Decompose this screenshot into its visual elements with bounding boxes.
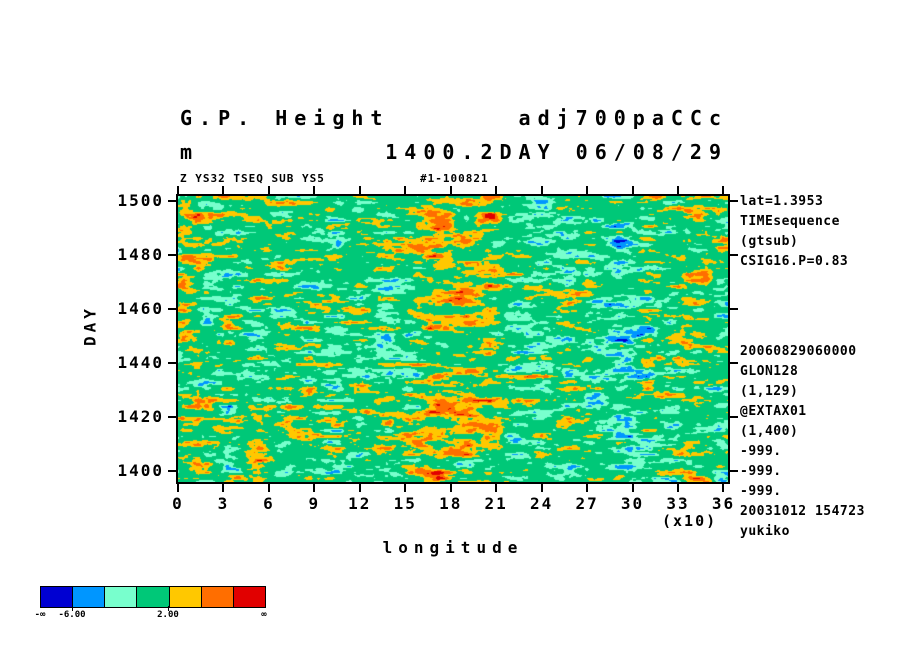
colorbar-segment <box>233 587 265 607</box>
x-tick-mark-top <box>586 186 589 194</box>
x-tick-mark-top <box>449 186 452 194</box>
x-tick-label: 24 <box>529 494 554 513</box>
x-tick-label: 15 <box>393 494 417 513</box>
x-tick-mark <box>722 484 725 492</box>
colorbar-segment <box>105 587 138 607</box>
x-tick-mark-top <box>722 186 725 194</box>
annotation-line: -999. <box>740 464 782 479</box>
x-tick-mark <box>404 484 407 492</box>
annotation-line: (1,129) <box>740 384 799 399</box>
x-tick-label: 33 <box>666 494 690 513</box>
annotation-line: @EXTAX01 <box>740 404 807 419</box>
annotation-line: 20031012 154723 <box>740 504 865 519</box>
plot-title: G.P. Height <box>180 106 390 130</box>
annotation-line: (gtsub) <box>740 234 799 249</box>
annotation-line: 20060829060000 <box>740 344 857 359</box>
x-tick-mark-top <box>177 186 179 194</box>
y-tick-mark-right <box>730 308 738 311</box>
x-tick-mark-top <box>631 186 634 194</box>
y-tick-mark <box>168 254 176 257</box>
y-tick-mark <box>168 362 176 365</box>
annotation-line: (1,400) <box>740 424 799 439</box>
x-tick-mark <box>631 484 634 492</box>
colorbar-segment <box>41 587 74 607</box>
annotation-line: -999. <box>740 444 782 459</box>
x-tick-mark-top <box>495 186 498 194</box>
x-tick-mark-top <box>222 186 225 194</box>
x-tick-label: 27 <box>575 494 599 513</box>
annotation-line: GLON128 <box>740 364 799 379</box>
annotation-line: -999. <box>740 484 782 499</box>
y-tick-mark <box>168 416 176 419</box>
x-tick-mark <box>540 484 543 492</box>
y-tick-mark <box>168 308 176 311</box>
x-tick-label: 30 <box>620 494 645 513</box>
x-tick-label: 21 <box>484 494 508 513</box>
y-tick-label: 1460 <box>117 299 164 319</box>
colorbar-label: -∞ <box>34 610 46 620</box>
colorbar <box>40 586 266 608</box>
y-tick-mark-right <box>730 470 738 473</box>
heatmap-canvas <box>178 196 728 482</box>
x-tick-label: 6 <box>263 494 275 513</box>
x-tick-mark <box>495 484 498 492</box>
meta-left: Z YS32 TSEQ SUB YS5 <box>180 172 325 185</box>
x-tick-mark <box>449 484 452 492</box>
colorbar-label: -6.00 <box>58 610 86 620</box>
x-tick-mark <box>177 484 179 492</box>
plot-frame <box>176 194 730 484</box>
x-tick-label: 0 <box>172 494 184 513</box>
x-tick-mark <box>222 484 225 492</box>
y-tick-mark <box>168 200 176 203</box>
annotation-block-1: lat=1.3953 TIMEsequence (gtsub) CSIG16.P=0.… <box>740 192 848 272</box>
annotation-line: yukiko <box>740 524 790 539</box>
y-tick-mark-right <box>730 416 738 419</box>
annotation-line: lat=1.3953 <box>740 194 824 209</box>
x-axis-unit-note: (x10) <box>662 512 718 530</box>
x-axis-title: longitude <box>382 538 524 557</box>
colorbar-segment <box>169 587 202 607</box>
colorbar-segment <box>137 587 170 607</box>
colorbar-label: 2.00 <box>157 610 179 620</box>
subtitle-date: 1400.2DAY 06/08/29 <box>385 140 728 164</box>
y-tick-label: 1400 <box>117 461 164 481</box>
annotation-block-2: 20060829060000 GLON128 (1,129) @EXTAX01 (1,4… <box>740 342 865 542</box>
x-tick-mark-top <box>677 186 679 194</box>
y-tick-label: 1480 <box>117 245 164 265</box>
x-tick-label: 12 <box>348 494 372 513</box>
x-tick-label: 18 <box>439 494 463 513</box>
x-tick-mark-top <box>313 186 316 194</box>
y-tick-label: 1500 <box>117 191 164 211</box>
y-tick-label: 1420 <box>117 407 164 427</box>
x-tick-mark <box>267 484 270 492</box>
plot-title-right: adj700paCCc <box>518 106 728 130</box>
x-tick-mark-top <box>267 186 270 194</box>
y-tick-label: 1440 <box>117 353 164 373</box>
meta-right: #1-100821 <box>420 172 489 185</box>
units-label: m <box>180 140 200 164</box>
annotation-line: CSIG16.P=0.83 <box>740 254 849 269</box>
x-tick-mark <box>677 484 679 492</box>
x-tick-label: 3 <box>217 494 230 513</box>
x-tick-mark <box>358 484 361 492</box>
x-tick-mark-top <box>358 186 361 194</box>
x-tick-label: 9 <box>308 494 321 513</box>
y-tick-mark <box>168 470 176 473</box>
x-tick-mark <box>313 484 316 492</box>
y-tick-mark-right <box>730 254 738 257</box>
x-tick-mark-top <box>540 186 543 194</box>
x-tick-mark-top <box>404 186 407 194</box>
y-tick-mark-right <box>730 200 738 203</box>
y-axis-title: DAY <box>80 305 100 346</box>
x-tick-mark <box>586 484 589 492</box>
y-tick-mark-right <box>730 362 738 365</box>
colorbar-segment <box>73 587 106 607</box>
annotation-line: TIMEsequence <box>740 214 840 229</box>
colorbar-label: ∞ <box>261 610 267 620</box>
colorbar-segment <box>201 587 234 607</box>
x-tick-label: 36 <box>711 494 736 513</box>
